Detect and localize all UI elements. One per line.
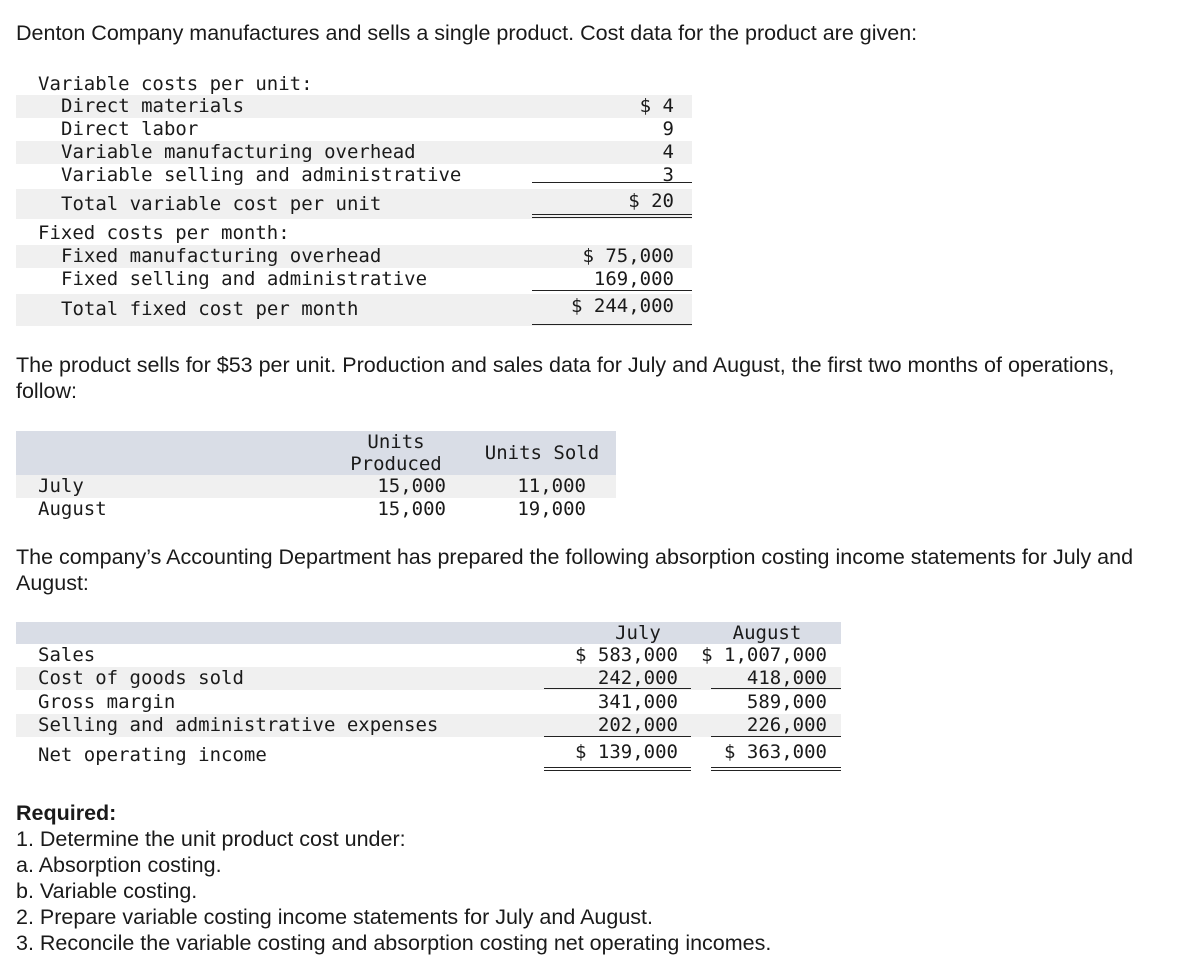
required-item: 1. Determine the unit product cost under… <box>16 827 406 851</box>
august-value: 418,000 <box>746 667 827 689</box>
cost-label: Direct materials <box>61 95 245 117</box>
august-value: $ 363,000 <box>724 741 827 763</box>
month-label: August <box>38 498 107 520</box>
table-row: Gross margin 341,000 589,000 <box>16 691 841 714</box>
cost-value: 3 <box>662 164 674 186</box>
cost-label: Fixed selling and administrative <box>61 268 428 290</box>
accounting-dept-text: The company’s Accounting Department has … <box>16 545 1134 595</box>
table-row: Selling and administrative expenses 202,… <box>16 714 841 737</box>
cost-value: 169,000 <box>593 268 674 290</box>
intro-text: Denton Company manufactures and sells a … <box>16 21 918 45</box>
cost-row: Variable selling and administrative 3 <box>16 164 692 187</box>
total-variable-label: Total variable cost per unit <box>61 193 382 215</box>
sales-price-text: The product sells for $53 per unit. Prod… <box>16 353 1115 403</box>
cost-value: 4 <box>662 141 674 163</box>
subtotal-rule <box>532 182 692 183</box>
income-label: Cost of goods sold <box>38 667 244 689</box>
august-value: 589,000 <box>746 691 827 713</box>
income-label: Sales <box>38 644 96 666</box>
required-item: b. Variable costing. <box>16 879 198 903</box>
required-item: 3. Reconcile the variable costing and ab… <box>16 931 772 955</box>
subtotal-rule <box>711 688 841 689</box>
income-label: Net operating income <box>38 744 267 766</box>
production-sales-table: Units Produced Units Sold July 15,000 11… <box>16 431 616 521</box>
cost-value: $ 75,000 <box>582 245 674 267</box>
cost-label: Variable manufacturing overhead <box>61 141 416 163</box>
units-produced-header-line1: Units <box>367 431 425 453</box>
absorption-income-table: July August Sales $ 583,000 $ 1,007,000 … <box>16 622 841 776</box>
required-section: Required: 1. Determine the unit product … <box>16 800 771 956</box>
total-fixed-value: $ 244,000 <box>571 295 674 317</box>
july-value: 202,000 <box>597 714 678 736</box>
income-label: Gross margin <box>38 691 176 713</box>
subtotal-rule <box>532 290 692 291</box>
july-value: $ 139,000 <box>575 741 678 763</box>
table-row: Sales $ 583,000 $ 1,007,000 <box>16 644 841 667</box>
august-value: $ 1,007,000 <box>701 644 827 666</box>
required-item: 2. Prepare variable costing income state… <box>16 905 653 929</box>
units-sold: 19,000 <box>517 498 586 520</box>
july-header: July <box>615 622 661 644</box>
variable-costs-heading: Variable costs per unit: <box>38 73 313 95</box>
units-produced: 15,000 <box>377 498 446 520</box>
required-heading: Required: <box>16 801 117 825</box>
variable-costs-heading-row: Variable costs per unit: <box>16 72 692 96</box>
cost-row: Direct labor 9 <box>16 118 692 141</box>
total-fixed-label: Total fixed cost per month <box>61 298 359 320</box>
cost-label: Direct labor <box>61 118 199 140</box>
fixed-costs-heading-row: Fixed costs per month: <box>16 222 692 245</box>
cost-row: Variable manufacturing overhead 4 <box>16 141 692 164</box>
income-header-row: July August <box>16 622 841 644</box>
units-produced-header-line2: Produced <box>350 453 442 475</box>
month-label: July <box>38 475 84 497</box>
fixed-costs-heading: Fixed costs per month: <box>38 222 290 244</box>
subtotal-rule <box>711 736 841 737</box>
income-label: Selling and administrative expenses <box>38 714 439 736</box>
july-value: 242,000 <box>597 667 678 689</box>
table-row: Cost of goods sold 242,000 418,000 <box>16 667 841 690</box>
total-double-rule <box>532 214 692 218</box>
cost-row: Fixed manufacturing overhead $ 75,000 <box>16 245 692 268</box>
total-double-rule <box>544 767 691 771</box>
cost-value: 9 <box>662 118 674 140</box>
total-double-rule <box>711 767 841 771</box>
total-variable-value: $ 20 <box>628 190 674 212</box>
required-item: a. Absorption costing. <box>16 853 222 877</box>
cost-label: Variable selling and administrative <box>61 164 462 186</box>
cost-value: $ 4 <box>639 95 674 117</box>
table-row: July 15,000 11,000 <box>16 475 616 498</box>
table-row: Net operating income $ 139,000 $ 363,000 <box>16 740 841 768</box>
july-value: $ 583,000 <box>575 644 678 666</box>
cost-row: Fixed selling and administrative 169,000 <box>16 268 692 291</box>
units-sold: 11,000 <box>517 475 586 497</box>
total-fixed-row: Total fixed cost per month $ 244,000 <box>16 294 692 326</box>
august-value: 226,000 <box>746 714 827 736</box>
cost-data-table: Variable costs per unit: Direct material… <box>16 70 692 332</box>
cost-row: Direct materials $ 4 <box>16 95 692 118</box>
august-header: August <box>732 622 802 644</box>
subtotal-rule <box>544 688 691 689</box>
july-value: 341,000 <box>597 691 678 713</box>
units-produced: 15,000 <box>377 475 446 497</box>
table-row: August 15,000 19,000 <box>16 498 616 521</box>
subtotal-rule <box>544 736 691 737</box>
production-header-row: Units Produced Units Sold <box>16 431 616 475</box>
total-rule <box>532 324 692 325</box>
cost-label: Fixed manufacturing overhead <box>61 245 382 267</box>
units-sold-header: Units Sold <box>484 442 600 464</box>
